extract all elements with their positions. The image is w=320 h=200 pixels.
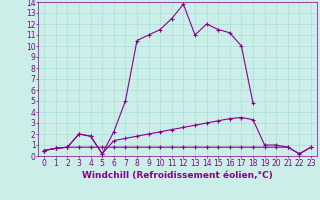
X-axis label: Windchill (Refroidissement éolien,°C): Windchill (Refroidissement éolien,°C) bbox=[82, 171, 273, 180]
